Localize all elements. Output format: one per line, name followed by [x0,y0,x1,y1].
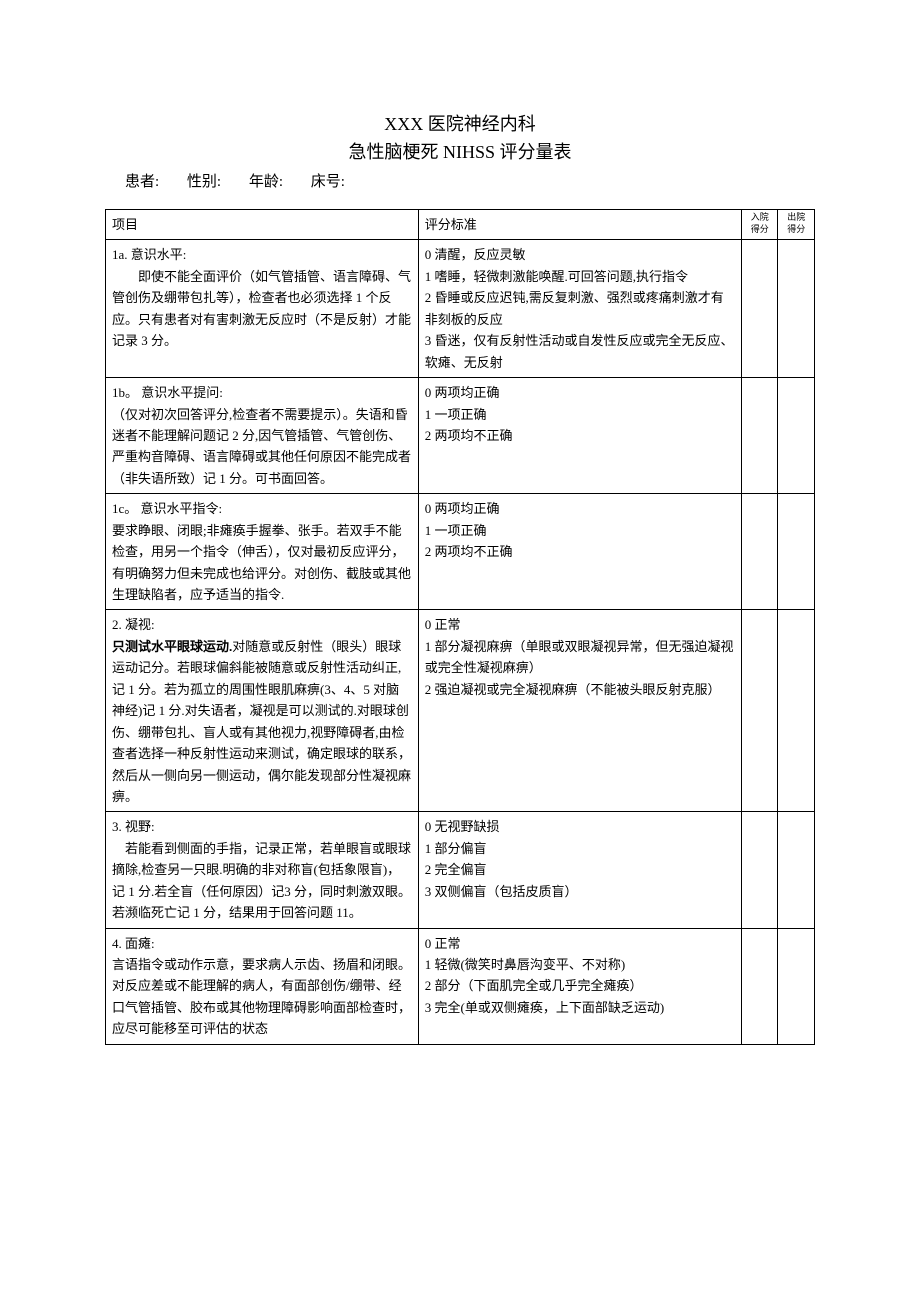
table-row: 2. 凝视: 只测试水平眼球运动.对随意或反射性（眼头）眼球运动记分。若眼球偏斜… [106,610,815,812]
discharge-score-cell[interactable] [778,812,815,928]
admission-score-cell[interactable] [742,240,778,378]
table-header-row: 项目 评分标准 入院得分 出院得分 [106,210,815,240]
item-title: 1b。 意识水平提问: [112,385,223,400]
item-desc: 要求睁眼、闭眼;非瘫痪手握拳、张手。若双手不能检查，用另一个指令（伸舌），仅对最… [112,523,411,602]
item-cell: 3. 视野: 若能看到侧面的手指，记录正常，若单眼盲或眼球摘除,检查另一只眼.明… [106,812,419,928]
criteria-cell: 0 正常1 轻微(微笑时鼻唇沟变平、不对称)2 部分（下面肌完全或几乎完全瘫痪）… [418,928,741,1044]
title-line2: 急性脑梗死 NIHSS 评分量表 [105,138,815,164]
item-desc: 即使不能全面评价（如气管插管、语言障碍、气管创伤及绷带包扎等），检查者也必须选择… [112,269,411,348]
discharge-score-cell[interactable] [778,928,815,1044]
admission-score-cell[interactable] [742,494,778,610]
admission-score-cell[interactable] [742,610,778,812]
header-discharge: 出院得分 [778,210,815,240]
bed-label: 床号: [311,174,345,190]
header-admission: 入院得分 [742,210,778,240]
item-cell: 1a. 意识水平: 即使不能全面评价（如气管插管、语言障碍、气管创伤及绷带包扎等… [106,240,419,378]
item-desc: 对随意或反射性（眼头）眼球运动记分。若眼球偏斜能被随意或反射性活动纠正,记 1 … [112,639,411,804]
discharge-score-cell[interactable] [778,240,815,378]
table-row: 1b。 意识水平提问: （仅对初次回答评分,检查者不需要提示）。失语和昏迷者不能… [106,378,815,494]
age-label: 年龄: [249,174,283,190]
criteria-cell: 0 清醒，反应灵敏1 嗜睡，轻微刺激能唤醒.可回答问题,执行指令2 昏睡或反应迟… [418,240,741,378]
criteria-cell: 0 两项均正确1 一项正确2 两项均不正确 [418,494,741,610]
discharge-score-cell[interactable] [778,494,815,610]
item-desc: 言语指令或动作示意，要求病人示齿、扬眉和闭眼。对反应差或不能理解的病人，有面部创… [112,957,411,1036]
item-cell: 1b。 意识水平提问: （仅对初次回答评分,检查者不需要提示）。失语和昏迷者不能… [106,378,419,494]
patient-info-row: 患者: 性别: 年龄: 床号: [105,170,815,191]
item-title: 1c。 意识水平指令: [112,501,222,516]
item-bold: 只测试水平眼球运动. [112,639,232,654]
header-criteria: 评分标准 [418,210,741,240]
header-item: 项目 [106,210,419,240]
table-row: 1a. 意识水平: 即使不能全面评价（如气管插管、语言障碍、气管创伤及绷带包扎等… [106,240,815,378]
criteria-cell: 0 两项均正确1 一项正确2 两项均不正确 [418,378,741,494]
item-cell: 2. 凝视: 只测试水平眼球运动.对随意或反射性（眼头）眼球运动记分。若眼球偏斜… [106,610,419,812]
item-title: 3. 视野: [112,819,155,834]
table-row: 3. 视野: 若能看到侧面的手指，记录正常，若单眼盲或眼球摘除,检查另一只眼.明… [106,812,815,928]
item-cell: 4. 面瘫: 言语指令或动作示意，要求病人示齿、扬眉和闭眼。对反应差或不能理解的… [106,928,419,1044]
item-title: 4. 面瘫: [112,936,155,951]
criteria-cell: 0 无视野缺损1 部分偏盲2 完全偏盲3 双侧偏盲（包括皮质盲） [418,812,741,928]
patient-label: 患者: [125,174,159,190]
title-line1: XXX 医院神经内科 [105,110,815,136]
nihss-table: 项目 评分标准 入院得分 出院得分 1a. 意识水平: 即使不能全面评价（如气管… [105,209,815,1045]
discharge-score-cell[interactable] [778,610,815,812]
admission-score-cell[interactable] [742,378,778,494]
item-desc: 若能看到侧面的手指，记录正常，若单眼盲或眼球摘除,检查另一只眼.明确的非对称盲(… [112,841,411,920]
item-desc: （仅对初次回答评分,检查者不需要提示）。失语和昏迷者不能理解问题记 2 分,因气… [112,407,411,486]
item-cell: 1c。 意识水平指令: 要求睁眼、闭眼;非瘫痪手握拳、张手。若双手不能检查，用另… [106,494,419,610]
admission-score-cell[interactable] [742,928,778,1044]
discharge-score-cell[interactable] [778,378,815,494]
table-row: 1c。 意识水平指令: 要求睁眼、闭眼;非瘫痪手握拳、张手。若双手不能检查，用另… [106,494,815,610]
admission-score-cell[interactable] [742,812,778,928]
item-title: 2. 凝视: [112,617,155,632]
table-row: 4. 面瘫: 言语指令或动作示意，要求病人示齿、扬眉和闭眼。对反应差或不能理解的… [106,928,815,1044]
gender-label: 性别: [187,174,221,190]
criteria-cell: 0 正常1 部分凝视麻痹（单眼或双眼凝视异常，但无强迫凝视或完全性凝视麻痹）2 … [418,610,741,812]
item-title: 1a. 意识水平: [112,247,186,262]
